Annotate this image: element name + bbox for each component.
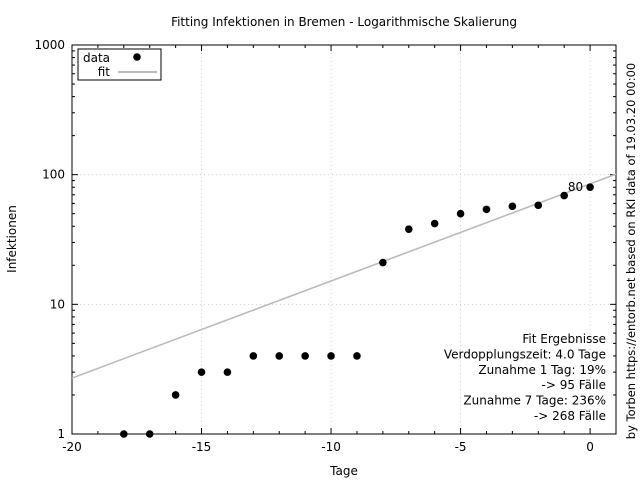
fit-line bbox=[71, 173, 617, 379]
legend-marker-data bbox=[133, 53, 141, 61]
data-point bbox=[508, 202, 517, 211]
x-tick-labels: -20 -15 -10 -5 0 bbox=[62, 440, 594, 454]
series-layer bbox=[71, 173, 617, 438]
x-tick-label: 0 bbox=[586, 440, 594, 454]
y-tick-labels: 1 10 100 1000 bbox=[34, 38, 65, 441]
data-point bbox=[301, 352, 309, 360]
annotation-line: Zunahme 7 Tage: 236% bbox=[463, 394, 606, 408]
y-tick-label: 10 bbox=[50, 297, 65, 311]
data-point bbox=[586, 183, 594, 192]
annotation-line: -> 95 Fälle bbox=[542, 378, 607, 392]
annotation-line: Zunahme 1 Tag: 19% bbox=[478, 363, 606, 377]
data-point bbox=[223, 368, 232, 376]
legend: data fit bbox=[77, 48, 162, 81]
point-label-80: 80 bbox=[568, 180, 583, 194]
data-point bbox=[534, 201, 543, 210]
data-point bbox=[560, 191, 568, 200]
x-axis-label: Tage bbox=[329, 464, 358, 478]
data-point bbox=[353, 352, 361, 360]
legend-label-data: data bbox=[83, 51, 110, 65]
data-point bbox=[171, 391, 180, 399]
data-point bbox=[456, 209, 465, 218]
data-point bbox=[482, 205, 491, 214]
plot-frame bbox=[71, 44, 617, 435]
x-tick-label: -5 bbox=[455, 440, 467, 454]
data-point bbox=[327, 352, 335, 360]
annotation-line: -> 268 Fälle bbox=[534, 409, 606, 423]
x-tick-label: -20 bbox=[62, 440, 82, 454]
annotation-line: Verdopplungszeit: 4.0 Tage bbox=[444, 347, 606, 361]
axis-ticks bbox=[71, 44, 617, 435]
x-tick-label: -15 bbox=[192, 440, 212, 454]
y-tick-label: 1 bbox=[57, 427, 65, 441]
annotation-line: Fit Ergebnisse bbox=[522, 332, 606, 346]
source-credit: by Torben https://entorb.net based on RK… bbox=[624, 63, 638, 440]
x-tick-label: -10 bbox=[321, 440, 341, 454]
data-point bbox=[404, 225, 413, 233]
legend-label-fit: fit bbox=[98, 65, 111, 79]
data-point bbox=[249, 352, 258, 360]
y-axis-label: Infektionen bbox=[5, 205, 19, 273]
y-tick-label: 100 bbox=[42, 168, 65, 182]
data-point bbox=[145, 430, 154, 438]
data-point bbox=[120, 430, 128, 438]
chart-title: Fitting Infektionen in Bremen - Logarith… bbox=[171, 15, 517, 29]
y-tick-label: 1000 bbox=[34, 38, 65, 52]
legend-box bbox=[77, 48, 162, 81]
data-point bbox=[275, 352, 284, 360]
data-point bbox=[430, 219, 439, 228]
data-point bbox=[379, 258, 387, 267]
data-point bbox=[197, 368, 206, 376]
